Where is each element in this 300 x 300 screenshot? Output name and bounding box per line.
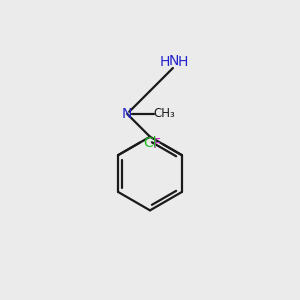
Text: N: N [122, 107, 132, 121]
Text: N: N [168, 54, 179, 68]
Text: F: F [153, 137, 161, 151]
Text: H: H [160, 55, 170, 69]
Text: CH₃: CH₃ [153, 107, 175, 120]
Text: H: H [177, 55, 188, 69]
Text: Cl: Cl [143, 136, 157, 150]
